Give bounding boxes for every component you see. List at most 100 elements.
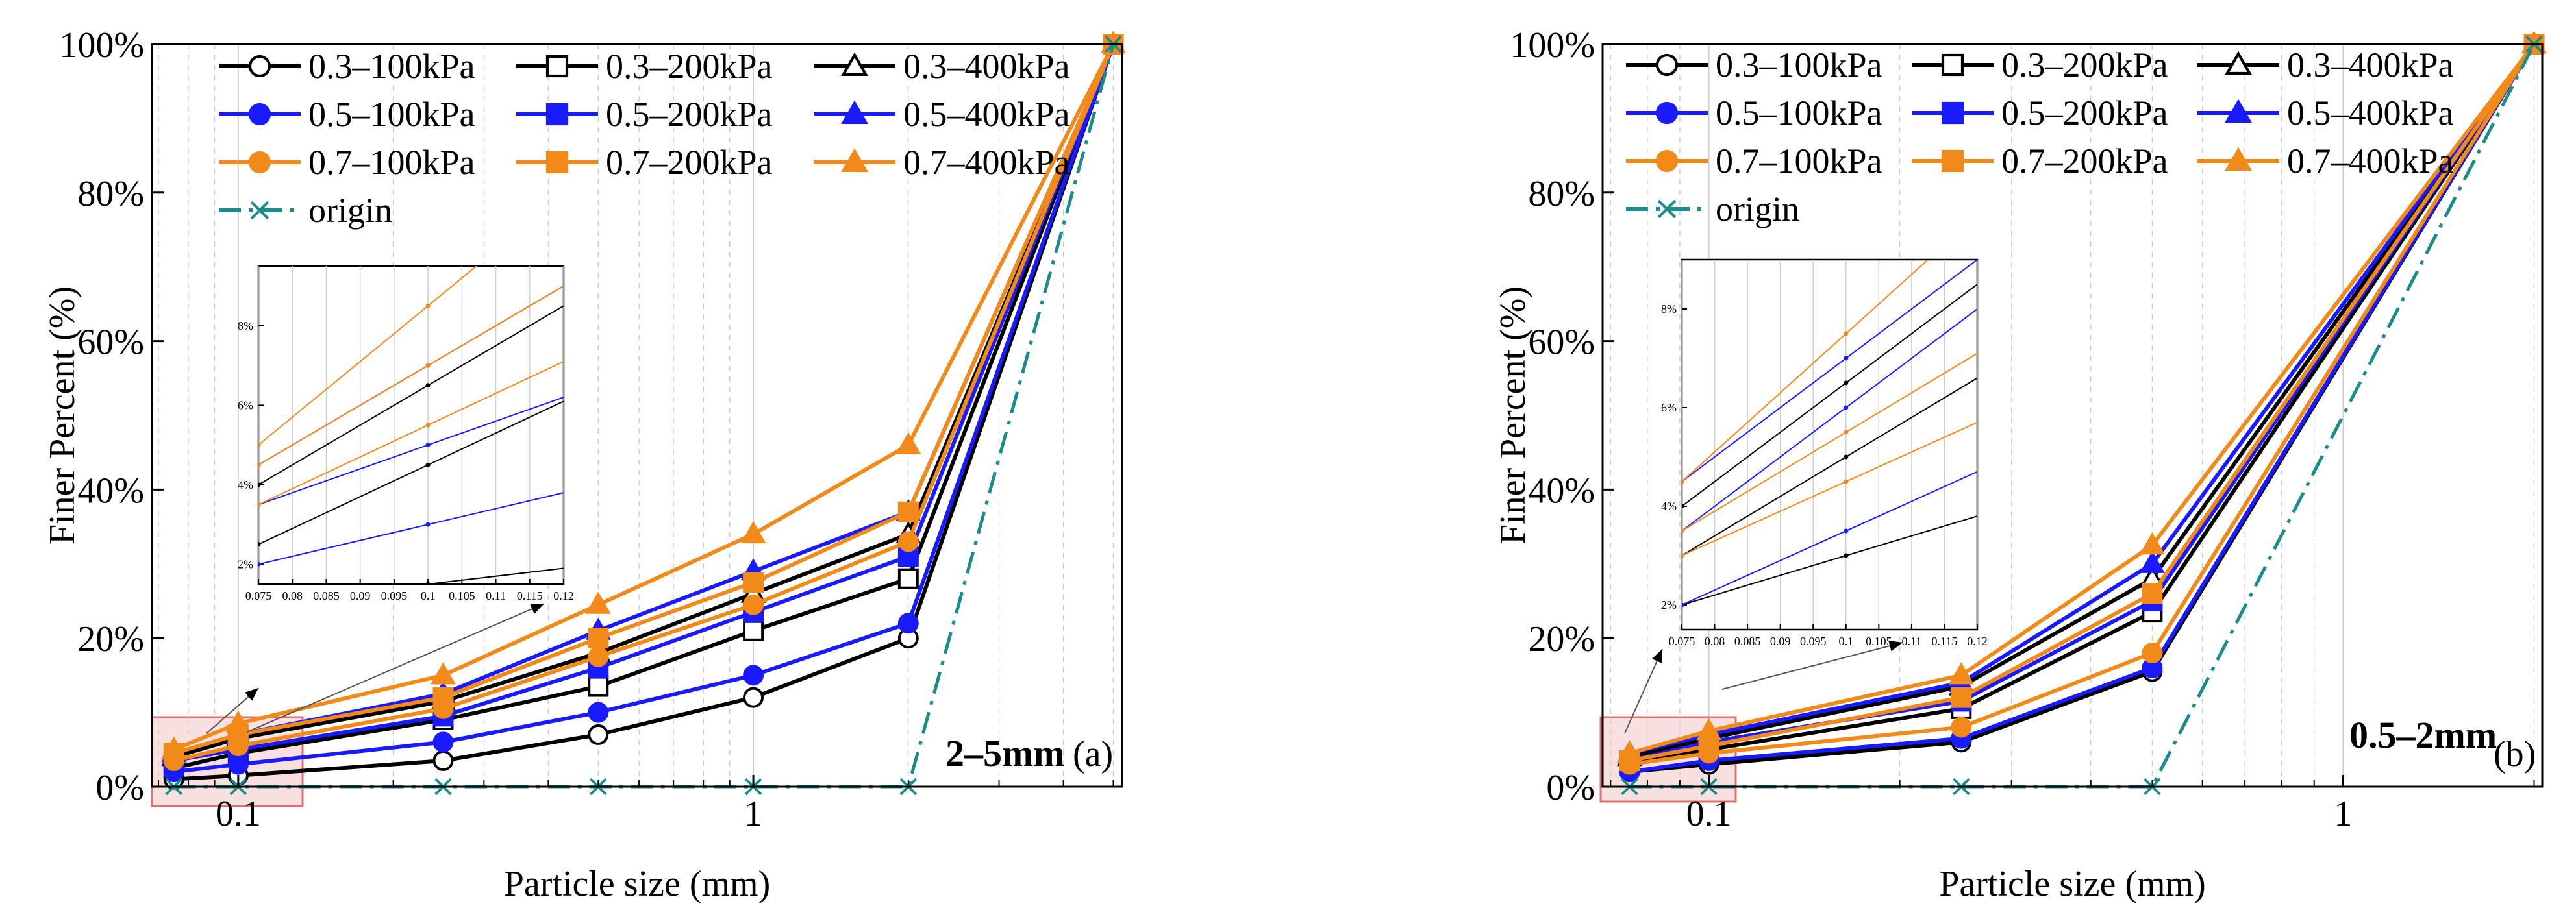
legend-swatch-marker <box>545 151 569 174</box>
legend-item: 0.5–200kPa <box>516 95 773 134</box>
inset-data-point <box>258 502 261 507</box>
y-tick-label: 80% <box>77 174 144 214</box>
inset-data-point <box>1844 331 1849 336</box>
inset-data-point <box>1844 528 1849 534</box>
inset-data-point <box>425 363 431 368</box>
inset-y-tick-label: 2% <box>238 558 253 571</box>
y-tick-label: 60% <box>1528 323 1595 363</box>
legend-item: 0.5–100kPa <box>219 95 475 134</box>
data-point <box>1951 717 1972 738</box>
x-axis-label: Particle size (mm) <box>504 864 771 904</box>
data-point <box>1948 662 1974 685</box>
legend-label: 0.3–200kPa <box>606 47 773 86</box>
inset-series-line <box>258 400 564 545</box>
gradation-label: 0.5–2mm <box>2349 714 2497 756</box>
inset-x-tick-label: 0.075 <box>1669 635 1695 648</box>
legend-label: 0.5–400kPa <box>903 95 1070 134</box>
inset-data-point <box>258 482 261 487</box>
x-tick-label: 0.1 <box>1686 794 1732 834</box>
legend-swatch-marker <box>2225 99 2252 123</box>
inset-y-tick-label: 6% <box>1661 401 1677 414</box>
data-point <box>2142 583 2163 604</box>
data-point <box>1617 740 1643 763</box>
data-point <box>743 594 764 615</box>
inset-frame <box>257 265 565 585</box>
inset-data-point <box>1844 405 1849 410</box>
data-point <box>895 432 921 454</box>
y-tick-label: 60% <box>77 323 144 363</box>
inset-x-tick-label: 0.115 <box>1932 635 1958 648</box>
legend-label: 0.5–200kPa <box>606 95 773 134</box>
inset-series-line <box>258 266 478 446</box>
legend-label: 0.5–200kPa <box>2001 93 2168 132</box>
legend-swatch-marker <box>1941 53 1964 77</box>
grid-lines <box>158 44 1114 787</box>
inset-data-point <box>425 383 431 388</box>
inset-y-tick-label: 6% <box>238 399 253 411</box>
legend-label: origin <box>308 191 392 230</box>
zoom-arrow-head <box>245 688 258 701</box>
panel-label: (a) <box>1073 734 1113 774</box>
legend-swatch-marker <box>2225 51 2252 75</box>
legend-label: 0.3–400kPa <box>903 47 1070 86</box>
legend-label: 0.3–400kPa <box>2287 45 2454 84</box>
inset-series-line <box>1682 377 1977 556</box>
data-point <box>740 521 766 544</box>
data-point <box>897 501 919 522</box>
plot-frame <box>1601 43 2544 788</box>
inset-series <box>1682 260 1977 608</box>
y-tick-label: 100% <box>59 25 144 66</box>
zoom-arrow-head <box>1888 640 1903 652</box>
y-axis-label: Finer Percent (%) <box>42 286 82 545</box>
y-tick-label: 40% <box>77 471 144 511</box>
plot-frame <box>151 43 1123 788</box>
inset-y-tick-label: 4% <box>238 478 253 491</box>
data-point <box>432 750 454 771</box>
inset-series <box>258 266 564 584</box>
y-tick-label: 100% <box>1510 25 1595 66</box>
inset-data-point <box>258 443 261 448</box>
legend-item: 0.3–200kPa <box>516 47 773 86</box>
legend-swatch-marker <box>250 201 269 220</box>
legend: 0.3–100kPa 0.3–200kPa 0.3–400kPa 0.5–100kPa… <box>219 47 1070 230</box>
inset-series-line <box>1682 471 1977 606</box>
legend-item: 0.3–100kPa <box>219 47 475 86</box>
inset-x-tick-label: 0.11 <box>486 589 506 602</box>
zoom-inset: 0.075 0.08 0.085 0.09 0.095 0.1 0.105 0.11 0.115… <box>238 265 574 602</box>
inset-x-tick-label: 0.12 <box>1967 635 1988 648</box>
legend-label: 0.3–200kPa <box>2001 45 2168 84</box>
x-tick-label: 1 <box>744 794 762 834</box>
inset-data-point <box>1844 356 1849 361</box>
inset-x-tick-label: 0.09 <box>350 589 371 602</box>
data-point <box>585 591 611 614</box>
inset-series-line <box>1682 352 1977 532</box>
legend-swatch-marker <box>248 55 271 78</box>
data-point <box>897 568 919 589</box>
inset-y-tick-label: 4% <box>1661 500 1677 513</box>
legend-item: 0.7–200kPa <box>516 143 773 182</box>
legend-label: 0.3–100kPa <box>1716 45 1882 84</box>
inset-x-tick-label: 0.085 <box>313 589 340 602</box>
data-point <box>432 687 454 708</box>
inset-data-point <box>1682 602 1684 608</box>
legend-item: 0.5–200kPa <box>1912 93 2168 132</box>
legend-item: 0.7–100kPa <box>219 143 475 182</box>
data-point <box>588 702 609 723</box>
legend-item: 0.7–400kPa <box>814 143 1070 182</box>
legend-label: 0.7–200kPa <box>606 143 773 182</box>
legend-item: 0.3–400kPa <box>2197 45 2454 84</box>
data-point <box>743 687 764 708</box>
legend-label: 0.5–400kPa <box>2287 93 2454 132</box>
panel-label: (b) <box>2494 734 2536 774</box>
legend-swatch-marker <box>841 148 868 173</box>
inset-x-tick-label: 0.1 <box>1839 635 1854 648</box>
inset-series-line <box>258 305 564 485</box>
legend-swatch-marker <box>545 103 569 126</box>
legend-swatch-marker <box>2225 147 2252 171</box>
inset-series-line <box>258 361 564 506</box>
legend-label: origin <box>1716 190 1799 228</box>
inset-series-line <box>258 492 564 565</box>
inset-series-line <box>1682 284 1977 507</box>
inset-data-point <box>425 582 431 584</box>
